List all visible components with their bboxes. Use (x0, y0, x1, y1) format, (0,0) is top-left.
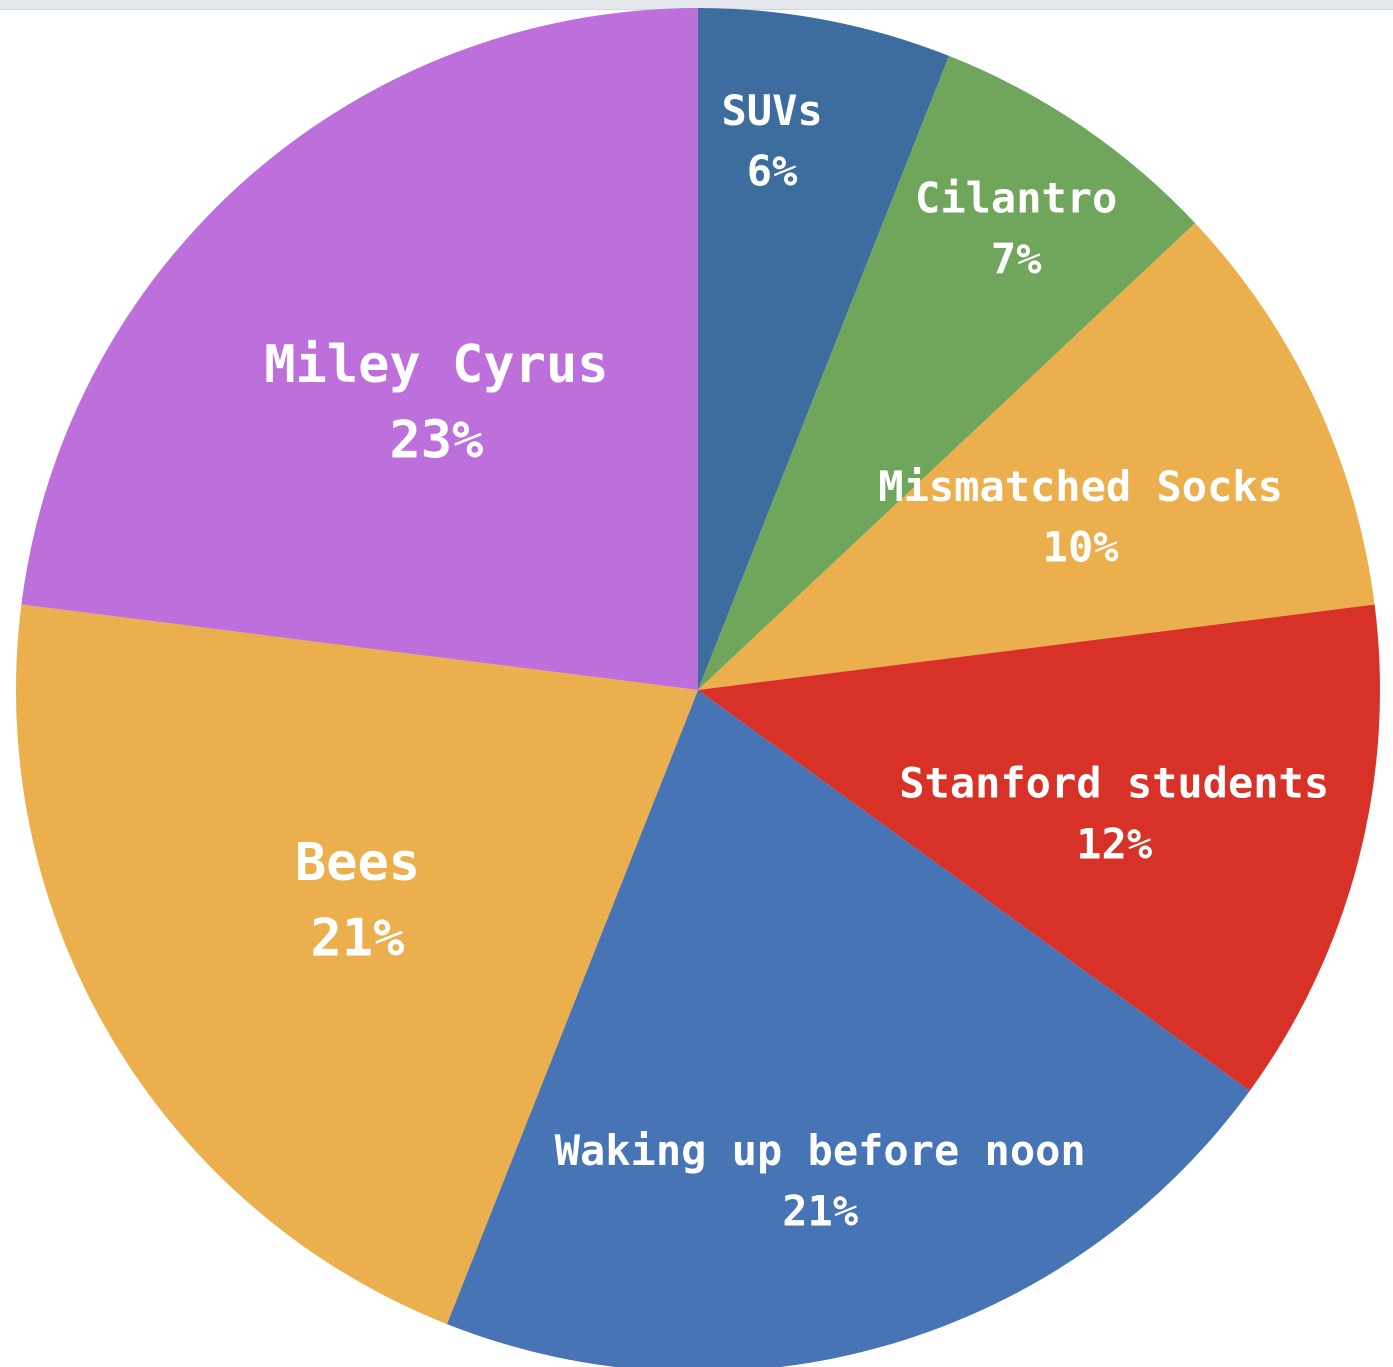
slice-label-name: SUVs (722, 86, 823, 135)
pie-slices (16, 8, 1380, 1367)
pie-slice-stanford-students (698, 604, 1380, 1091)
slice-label-value: 7% (991, 235, 1042, 284)
slice-label-value: 12% (1076, 820, 1152, 869)
pie-slice-miley-cyrus (21, 8, 698, 690)
pie-labels: SUVs 6% Cilantro 7% Mismatched Socks 10% Stanf… (264, 86, 1329, 1236)
pie-slice-bees (16, 604, 699, 1325)
pie-slice-waking-up-before-noon (446, 690, 1250, 1367)
pie-slice-cilantro (698, 55, 1196, 690)
pie-slice-mismatched-socks (698, 223, 1375, 690)
slice-label-value: 6% (747, 147, 798, 196)
slice-label-value: 23% (389, 410, 483, 470)
slice-label-name: Mismatched Socks (878, 462, 1283, 511)
pie-slice-suvs (698, 8, 950, 690)
slice-label-name: Cilantro (915, 174, 1117, 223)
slice-label-name: Stanford students (899, 759, 1329, 808)
slice-label-name: Bees (295, 833, 420, 893)
slice-label-value: 21% (782, 1187, 858, 1236)
slice-label-name: Miley Cyrus (264, 335, 608, 395)
slice-label-name: Waking up before noon (555, 1126, 1086, 1175)
slice-label-value: 10% (1043, 523, 1119, 572)
slice-label-value: 21% (311, 908, 405, 968)
